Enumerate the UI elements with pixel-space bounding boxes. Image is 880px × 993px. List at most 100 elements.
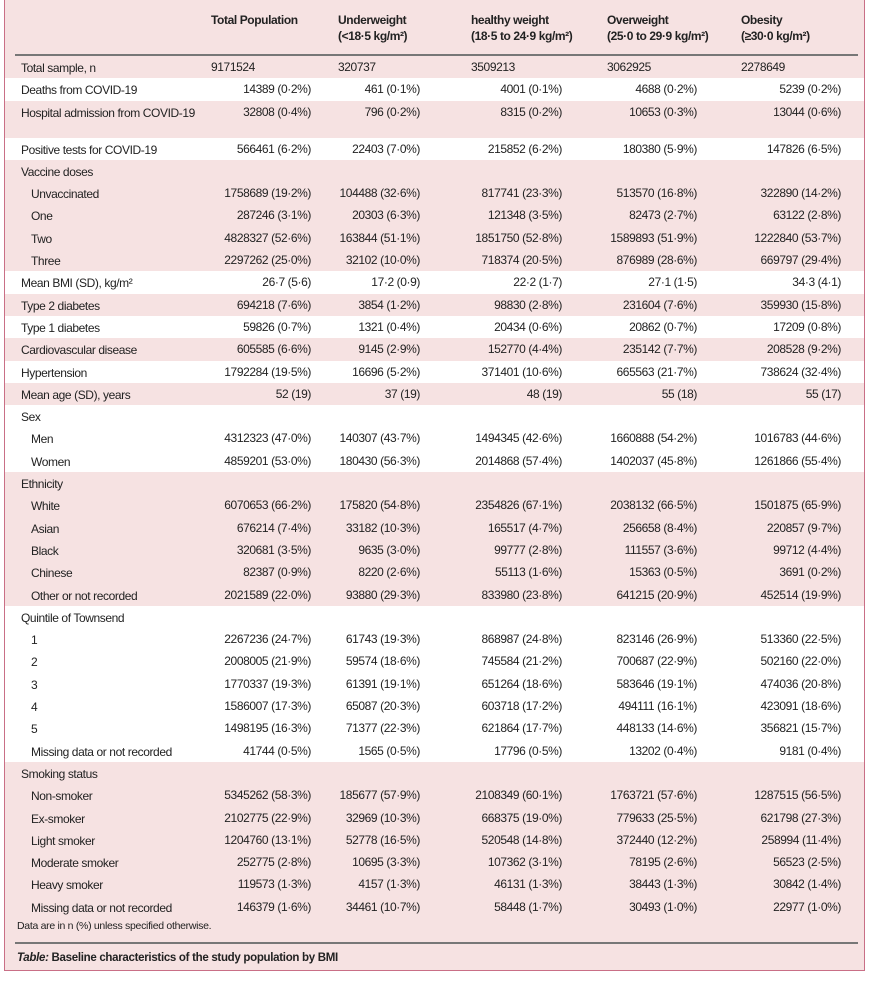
cell-value: 452514 (19·9%) (760, 587, 842, 602)
table-row: White 6070653 (66·2%) 175820 (54·8%) 235482… (5, 494, 864, 516)
cell-value: 4312323 (47·0%) (224, 431, 311, 446)
row-label: Ethnicity (21, 477, 63, 492)
header-obesity: Obesity (≥30·0 kg/m²) (741, 13, 810, 43)
cell-value: 494111 (16·1%) (618, 699, 697, 714)
cell-value: 41744 (0·5%) (243, 743, 311, 758)
table-row: Type 1 diabetes 59826 (0·7%) 1321 (0·4%) 20… (5, 315, 864, 339)
row-label: 5 (31, 722, 38, 737)
table-row: Mean BMI (SD), kg/m² 26·7 (5·6) 17·2 (0·9)… (5, 271, 864, 294)
table-row: Positive tests for COVID-19 566461 (6·2%)… (5, 137, 864, 160)
cell-value: 3062925 (607, 60, 651, 74)
row-label: Positive tests for COVID-19 (21, 142, 157, 157)
table-row: Heavy smoker 119573 (1·3%) 4157 (1·3%) 4613… (5, 873, 864, 895)
cell-value: 175820 (54·8%) (339, 498, 421, 513)
cell-value: 423091 (18·6%) (760, 699, 842, 714)
cell-value: 1261866 (55·4%) (754, 453, 841, 468)
cell-value: 2102775 (22·9%) (224, 810, 311, 825)
cell-value: 676214 (7·4%) (236, 520, 312, 535)
cell-value: 56523 (2·5%) (773, 855, 841, 870)
cell-value: 1287515 (56·5%) (754, 788, 841, 803)
table-row: Black 320681 (3·5%) 9635 (3·0%) 99777 (2·8%… (5, 539, 864, 561)
cell-value: 14389 (0·2%) (243, 82, 311, 97)
table-row: 3 1770337 (19·3%) 61391 (19·1%) 651264 (18·… (5, 672, 864, 696)
row-label: Deaths from COVID-19 (21, 83, 138, 98)
row-label: 4 (31, 700, 38, 715)
cell-value: 121348 (3·5%) (487, 208, 563, 223)
table-row: Deaths from COVID-19 14389 (0·2%) 461 (0·1… (5, 78, 864, 101)
cell-value: 258994 (11·4%) (761, 832, 841, 847)
cell-value: 1016783 (44·6%) (754, 431, 841, 446)
cell-value: 180380 (5·9%) (622, 141, 698, 156)
cell-value: 1586007 (17·3%) (224, 699, 311, 714)
cell-value: 6070653 (66·2%) (224, 498, 311, 513)
cell-value: 2354826 (67·1%) (475, 498, 562, 513)
row-label: Type 2 diabetes (21, 298, 100, 313)
cell-value: 58448 (1·7%) (494, 899, 562, 914)
row-label: Ex-smoker (31, 811, 85, 826)
table-row: Non-smoker 5345262 (58·3%) 185677 (57·9%) 2… (5, 784, 864, 806)
table-row: Other or not recorded 2021589 (22·0%) 9388… (5, 584, 864, 606)
cell-value: 2297262 (25·0%) (224, 253, 311, 268)
header-overweight: Overweight (25·0 to 29·9 kg/m²) (607, 13, 709, 43)
header-total-population: Total Population (211, 13, 298, 27)
cell-value: 520548 (14·8%) (481, 832, 563, 847)
cell-value: 1494345 (42·6%) (475, 431, 562, 446)
cell-value: 20434 (0·6%) (494, 319, 562, 334)
cell-value: 700687 (22·9%) (616, 654, 698, 669)
table-row: 4 1586007 (17·3%) 65087 (20·3%) 603718 (17·… (5, 695, 864, 718)
table-row: Missing data or not recorded 146379 (1·6%… (5, 896, 864, 918)
cell-value: 34·3 (4·1) (792, 275, 841, 290)
cell-value: 82473 (2·7%) (629, 208, 697, 223)
cell-value: 99712 (4·4%) (773, 542, 841, 557)
header-underweight: Underweight (<18·5 kg/m²) (338, 13, 408, 43)
cell-value: 2278649 (741, 60, 785, 74)
cell-value: 55113 (1·6%) (494, 565, 562, 580)
table-row: Quintile of Townsend (5, 605, 864, 629)
cell-value: 215852 (6·2%) (487, 141, 563, 156)
cell-value: 651264 (18·6%) (481, 676, 563, 691)
cell-value: 111557 (3·6%) (624, 542, 698, 557)
cell-value: 665563 (21·7%) (616, 364, 698, 379)
row-label: Asian (31, 521, 60, 536)
row-label: Type 1 diabetes (21, 320, 100, 335)
cell-value: 1222840 (53·7%) (754, 230, 841, 245)
cell-value: 20303 (6·3%) (352, 208, 420, 223)
table-row: Type 2 diabetes 694218 (7·6%) 3854 (1·2%) 9… (5, 294, 864, 316)
cell-value: 833980 (23·8%) (481, 587, 563, 602)
row-label: Smoking status (21, 766, 98, 781)
cell-value: 287246 (3·1%) (236, 208, 312, 223)
cell-value: 252775 (2·8%) (236, 855, 312, 870)
cell-value: 1501875 (65·9%) (754, 498, 841, 513)
row-label: Moderate smoker (31, 856, 119, 871)
cell-value: 621864 (17·7%) (481, 721, 563, 736)
cell-value: 641215 (20·9%) (616, 587, 698, 602)
cell-value: 2021589 (22·0%) (224, 587, 311, 602)
cell-value: 55 (17) (805, 386, 842, 401)
cell-value: 61743 (19·3%) (345, 632, 421, 647)
cell-value: 17796 (0·5%) (494, 743, 562, 758)
cell-value: 8220 (2·6%) (358, 565, 420, 580)
cell-value: 4688 (0·2%) (635, 82, 697, 97)
cell-value: 668375 (19·0%) (481, 810, 563, 825)
cell-value: 566461 (6·2%) (236, 141, 312, 156)
cell-value: 185677 (57·9%) (339, 788, 421, 803)
row-label: Total sample, n (21, 61, 96, 75)
cell-value: 59826 (0·7%) (243, 319, 311, 334)
row-label: Two (31, 231, 52, 246)
cell-value: 356821 (15·7%) (760, 721, 842, 736)
cell-value: 359930 (15·8%) (760, 297, 842, 312)
table-body: Total sample, n 9171524 320737 3509213 30629… (5, 56, 864, 918)
row-label: 1 (31, 633, 38, 648)
cell-value: 1321 (0·4%) (358, 319, 420, 334)
cell-value: 32808 (0·4%) (243, 104, 311, 119)
cell-value: 17209 (0·8%) (773, 319, 841, 334)
cell-value: 98830 (2·8%) (494, 297, 562, 312)
cell-value: 99777 (2·8%) (494, 542, 562, 557)
cell-value: 3691 (0·2%) (779, 565, 841, 580)
footnote: Data are in n (%) unless specified other… (17, 920, 212, 932)
cell-value: 603718 (17·2%) (481, 699, 563, 714)
cell-value: 5345262 (58·3%) (224, 788, 311, 803)
cell-value: 2267236 (24·7%) (224, 632, 311, 647)
table-row: One 287246 (3·1%) 20303 (6·3%) 121348 (3·5%… (5, 204, 864, 226)
header-divider (15, 54, 858, 56)
